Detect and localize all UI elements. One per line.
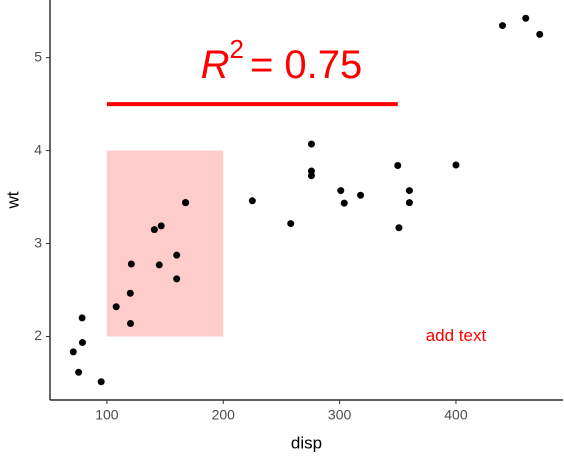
point [536, 30, 544, 38]
point [287, 220, 295, 228]
point [150, 226, 158, 234]
equation-rest: = 0.75 [250, 42, 362, 86]
point [173, 251, 181, 259]
x-tick-label: 400 [444, 407, 468, 423]
point [78, 339, 86, 347]
y-tick-label: 4 [34, 141, 42, 157]
x-tick-label: 100 [95, 407, 119, 423]
point [127, 260, 135, 268]
point [307, 140, 315, 148]
y-tick-label: 5 [34, 48, 42, 64]
point [127, 319, 135, 327]
equation-symbol: R [201, 42, 230, 86]
point [126, 289, 134, 297]
point [307, 167, 315, 175]
x-tick-label: 200 [212, 407, 236, 423]
y-tick-label: 3 [34, 234, 42, 250]
point [75, 368, 83, 376]
note: add text [426, 326, 487, 345]
equation: R2 = 0.75 [201, 34, 363, 87]
point [69, 348, 77, 356]
point [248, 197, 256, 205]
point [155, 261, 163, 269]
point [498, 22, 506, 30]
point [357, 191, 365, 199]
point [157, 222, 165, 230]
point [522, 14, 530, 22]
point [394, 161, 402, 169]
point [405, 187, 413, 195]
point [97, 378, 105, 386]
y-axis-title: wt [3, 191, 22, 209]
point [112, 303, 120, 311]
x-tick-label: 300 [328, 407, 352, 423]
point [405, 199, 413, 207]
point [452, 161, 460, 169]
point [340, 199, 348, 207]
point [78, 314, 86, 322]
point [395, 224, 403, 232]
point [182, 199, 190, 207]
equation-exponent: 2 [229, 34, 243, 64]
highlight-rect [106, 150, 224, 337]
x-axis-title: disp [291, 433, 322, 452]
point [173, 275, 181, 283]
point [337, 187, 345, 195]
y-tick-label: 2 [34, 327, 42, 343]
